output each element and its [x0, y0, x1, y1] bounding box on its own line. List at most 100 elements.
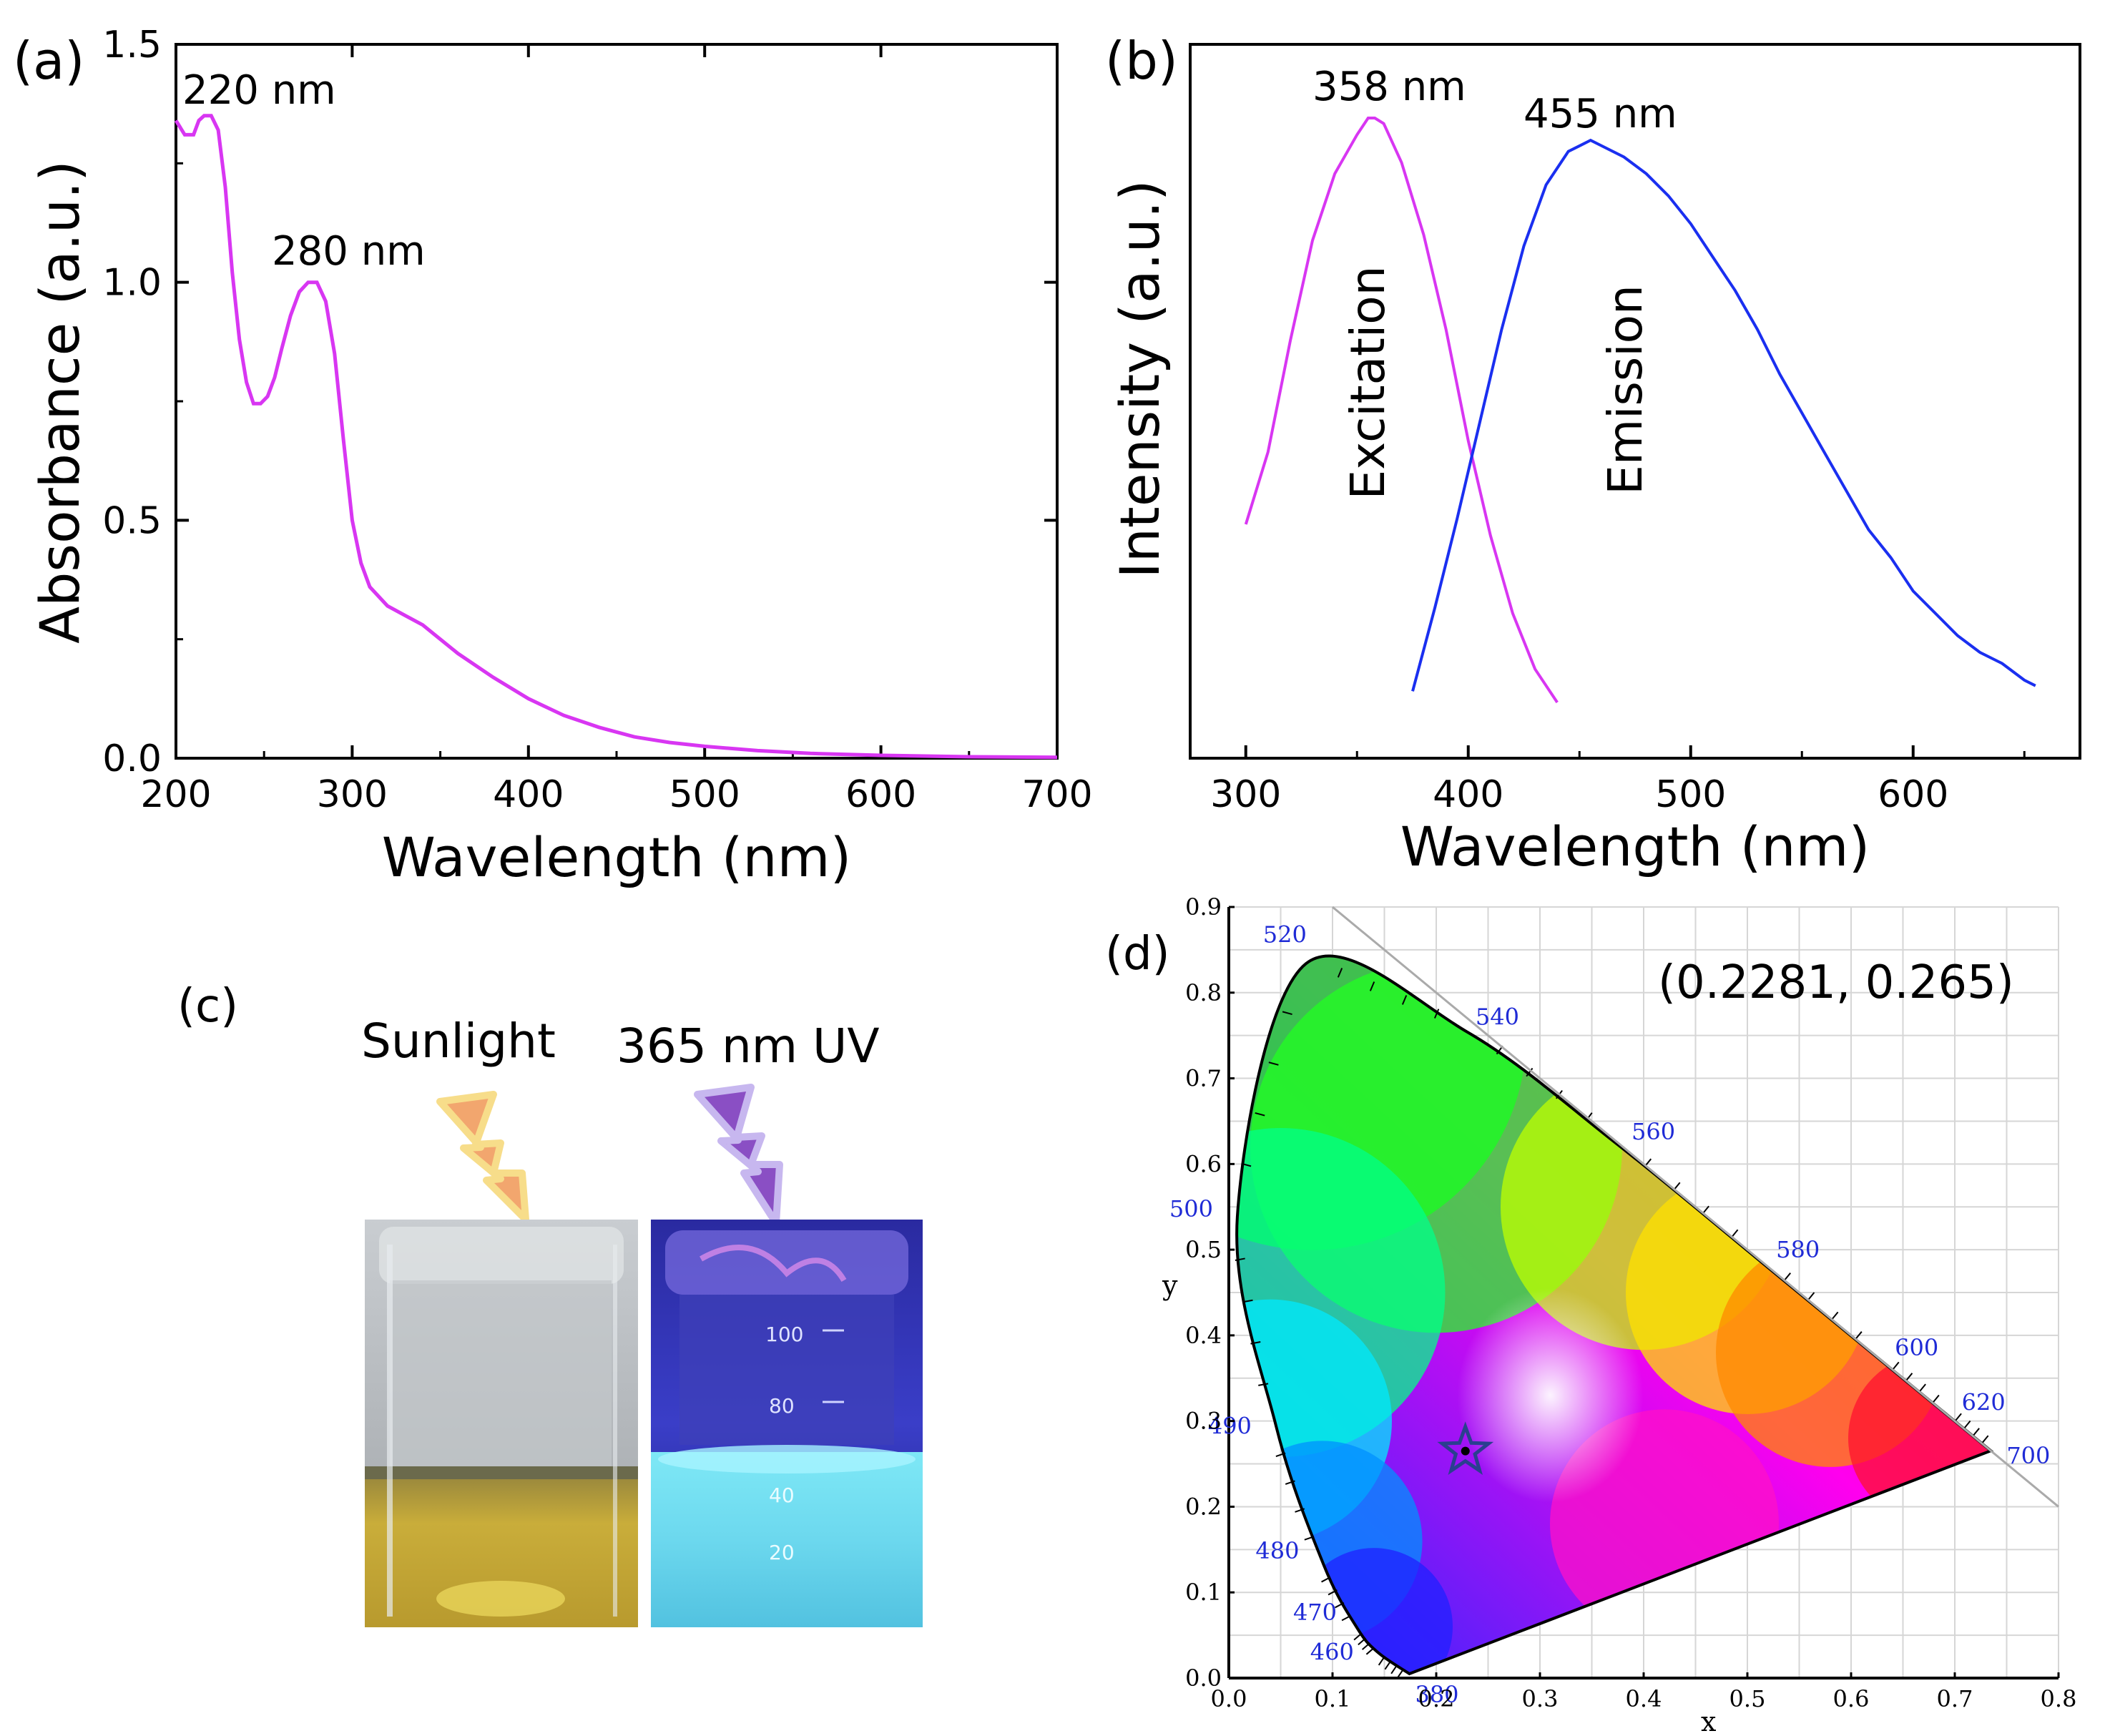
beaker-mark-100: 100 — [765, 1323, 803, 1346]
panel-b-x-label: Wavelength (nm) — [1400, 815, 1870, 878]
panel-c: (c) Sunlight 365 nm UV 100 — [177, 980, 923, 1627]
panel-a-x-label: Wavelength (nm) — [382, 825, 852, 889]
locus-tick — [1855, 1331, 1863, 1340]
wavelength-label-700: 700 — [2006, 1442, 2050, 1469]
locus-tick — [1341, 1614, 1351, 1622]
cie-y-tick-label: 0.9 — [1185, 893, 1222, 921]
panel-d-label: (d) — [1105, 928, 1170, 981]
cie-x-ticks: 0.0 0.1 0.2 0.3 0.4 0.5 0.6 0.7 0.8 — [1211, 1672, 2077, 1712]
panel-b-y-label: Intensity (a.u.) — [1108, 180, 1172, 578]
locus-tick — [1830, 1311, 1839, 1320]
wavelength-label-620: 620 — [1962, 1389, 2006, 1416]
panel-a-x-ticks: 200 300 400 500 600 700 — [140, 44, 1093, 816]
locus-tick — [1390, 1664, 1398, 1674]
cie-y-tick-label: 0.4 — [1185, 1322, 1222, 1349]
panel-a-label: (a) — [13, 31, 84, 91]
cie-x-tick-label: 0.3 — [1522, 1685, 1559, 1712]
locus-tick — [1358, 1637, 1367, 1646]
peak-label-455: 455 nm — [1523, 91, 1677, 137]
cie-x-tick-label: 0.7 — [1937, 1685, 1973, 1712]
x-tick-label: 500 — [1655, 773, 1726, 816]
sunlight-bolt-icon — [436, 1091, 529, 1223]
panel-b-x-ticks: 300 400 500 600 — [1210, 745, 2026, 816]
wavelength-label-560: 560 — [1632, 1118, 1675, 1145]
uv-caption: 365 nm UV — [617, 1019, 880, 1074]
wavelength-label-580: 580 — [1776, 1236, 1820, 1263]
x-tick-label: 400 — [493, 773, 564, 816]
panel-a: (a) 200 300 400 500 600 700 0.0 0.5 1.0 1.5 Wave… — [13, 24, 1093, 889]
locus-tick — [1335, 1602, 1345, 1609]
x-tick-label: 300 — [1210, 773, 1281, 816]
panel-c-label: (c) — [177, 980, 238, 1033]
sunlight-beaker-photo — [365, 1220, 638, 1627]
locus-tick — [1892, 1361, 1900, 1370]
locus-tick — [1304, 1536, 1315, 1541]
locus-tick — [1783, 1272, 1791, 1282]
locus-tick — [1365, 1647, 1375, 1655]
excitation-line — [1244, 117, 1559, 704]
peak-label-358: 358 nm — [1312, 64, 1466, 110]
panel-a-absorbance-line — [174, 114, 1058, 760]
sunlight-caption: Sunlight — [361, 1014, 556, 1069]
x-tick-label: 700 — [1021, 773, 1092, 816]
x-tick-label: 600 — [1878, 773, 1948, 816]
locus-tick — [1963, 1420, 1971, 1429]
x-tick-label: 500 — [669, 773, 740, 816]
beaker-mark-20: 20 — [769, 1541, 795, 1564]
beaker-mark-80: 80 — [769, 1394, 795, 1418]
wavelength-label-470: 470 — [1293, 1599, 1337, 1626]
cie-fill-clip — [1237, 956, 1991, 1674]
cie-y-tick-label: 0.5 — [1185, 1236, 1222, 1263]
cie-y-tick-label: 0.1 — [1185, 1579, 1222, 1606]
wavelength-label-460: 460 — [1310, 1638, 1354, 1665]
x-tick-label: 400 — [1433, 773, 1503, 816]
cie-y-tick-label: 0.3 — [1185, 1408, 1222, 1435]
cie-diagonal-line — [1332, 906, 2059, 1508]
cie-x-tick-label: 0.0 — [1211, 1685, 1247, 1712]
white-point-glow — [1457, 1288, 1644, 1503]
peak-label-220: 220 nm — [182, 67, 336, 114]
cie-y-label: y — [1162, 1270, 1178, 1301]
cie-coordinate-star-marker — [1437, 1421, 1494, 1476]
cie-y-tick-label: 0.7 — [1185, 1065, 1222, 1092]
emission-line — [1411, 138, 2036, 692]
peak-label-280: 280 nm — [272, 228, 426, 275]
cie-x-label: x — [1701, 1706, 1716, 1736]
locus-tick — [1328, 1589, 1338, 1596]
uv-bolt-icon — [694, 1084, 783, 1227]
wavelength-label-380: 380 — [1415, 1681, 1458, 1708]
locus-tick — [1369, 981, 1375, 991]
y-tick-label: 1.0 — [102, 262, 162, 305]
emission-label: Emission — [1598, 285, 1653, 495]
locus-tick — [1242, 1299, 1253, 1303]
locus-tick — [1285, 1480, 1295, 1485]
wavelength-label-520: 520 — [1263, 921, 1307, 948]
locus-tick — [1337, 968, 1343, 978]
beaker-mark-40: 40 — [769, 1484, 795, 1507]
panel-a-y-label: Absorbance (a.u.) — [28, 160, 92, 644]
star-outline — [1437, 1421, 1494, 1476]
locus-tick — [1905, 1373, 1913, 1382]
wavelength-label-480: 480 — [1255, 1537, 1299, 1564]
locus-tick — [1954, 1413, 1962, 1422]
cie-y-tick-label: 0.2 — [1185, 1493, 1222, 1520]
excitation-label: Excitation — [1340, 266, 1395, 500]
cie-x-tick-label: 0.8 — [2041, 1685, 2077, 1712]
cie-y-ticks: 0.0 0.1 0.2 0.3 0.4 0.5 0.6 0.7 0.8 0.9 — [1185, 893, 1235, 1692]
locus-tick — [1241, 1162, 1252, 1167]
y-tick-label: 0.0 — [102, 737, 162, 780]
locus-tick — [1258, 1383, 1269, 1386]
panel-b-frame — [1189, 43, 2081, 760]
wavelength-label-540: 540 — [1476, 1004, 1519, 1031]
cie-x-tick-label: 0.4 — [1626, 1685, 1662, 1712]
locus-tick — [1972, 1428, 1980, 1437]
cie-x-tick-label: 0.5 — [1729, 1685, 1766, 1712]
locus-tick — [1378, 1656, 1385, 1666]
locus-tick — [1295, 1508, 1305, 1513]
locus-tick — [1282, 1011, 1292, 1016]
panel-a-y-ticks: 0.0 0.5 1.0 1.5 — [102, 24, 1057, 780]
locus-tick — [1268, 1061, 1279, 1066]
y-tick-label: 1.5 — [102, 24, 162, 67]
panel-b-label: (b) — [1105, 31, 1178, 91]
